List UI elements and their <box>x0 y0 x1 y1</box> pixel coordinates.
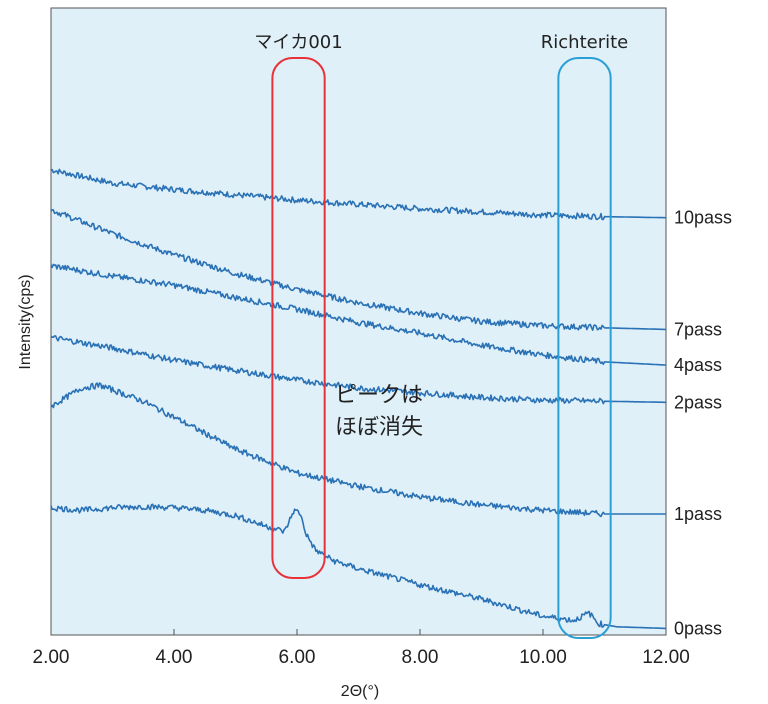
series-labels: 10pass 7pass 4pass 2pass 1pass 0pass <box>674 208 732 639</box>
richterite-label: Richterite <box>541 32 628 53</box>
peak-note-line-2: ほぼ消失 <box>335 415 423 440</box>
series-label-10pass: 10pass <box>674 208 732 228</box>
series-layer <box>50 168 667 630</box>
series-line-1pass <box>50 382 666 518</box>
series-label-4pass: 4pass <box>674 355 722 375</box>
series-line-2pass <box>50 335 666 405</box>
series-line-0pass <box>50 503 666 630</box>
peak-note-line-1: ピークは <box>335 383 423 408</box>
x-axis-ticks <box>50 629 667 635</box>
plot-area <box>50 7 667 636</box>
richterite-highlight-box <box>557 57 612 639</box>
x-tick-label: 12.00 <box>642 647 690 668</box>
series-label-7pass: 7pass <box>674 319 722 339</box>
x-tick-label: 2.00 <box>33 647 70 668</box>
series-line-4pass <box>50 263 667 366</box>
x-tick-label: 6.00 <box>279 647 316 668</box>
x-tick-label: 8.00 <box>402 647 439 668</box>
mica-001-label: マイカ001 <box>254 32 342 53</box>
x-tick-label: 10.00 <box>519 647 567 668</box>
series-label-2pass: 2pass <box>674 392 722 412</box>
mica-001-highlight-box <box>271 57 326 579</box>
series-line-7pass <box>50 209 666 331</box>
x-tick-labels: 2.00 4.00 6.00 8.00 10.00 12.00 <box>33 647 690 668</box>
series-label-1pass: 1pass <box>674 504 722 524</box>
y-axis-title: Intensity(cps) <box>17 274 34 369</box>
series-line-10pass <box>50 168 666 221</box>
x-tick-label: 4.00 <box>156 647 193 668</box>
x-axis-title: 2Θ(°) <box>341 683 379 700</box>
series-label-0pass: 0pass <box>674 618 722 638</box>
